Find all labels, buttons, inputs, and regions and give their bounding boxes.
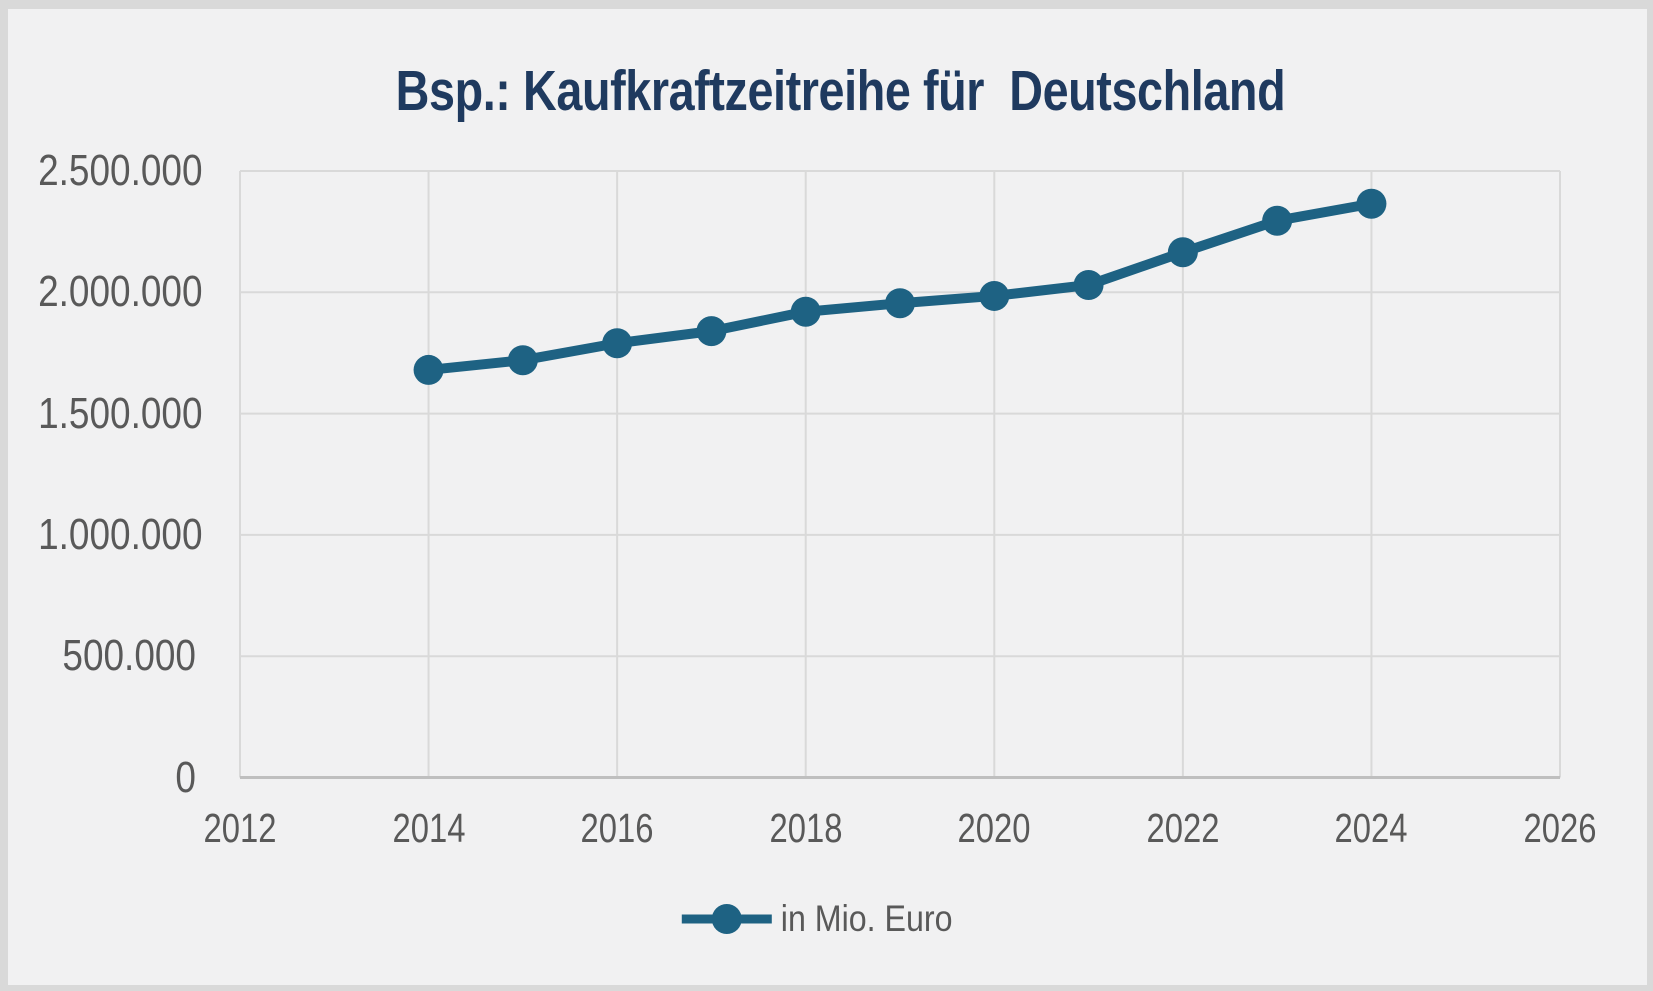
x-axis-tick-label: 2012 [203,805,277,851]
data-point-2016 [602,328,633,359]
x-axis-tick-label: 2014 [392,805,466,851]
data-point-2021 [1073,270,1104,301]
y-axis-tick-label: 2.000.000 [38,267,203,317]
legend-line-marker-icon [681,904,772,934]
y-axis-tick-label: 500.000 [62,631,197,681]
data-point-2015 [507,345,538,376]
series-line [423,198,1377,375]
y-axis-tick-label: 1.500.000 [38,388,203,438]
data-point-2023 [1262,205,1293,236]
data-point-2020 [979,280,1010,311]
chart-title-container: Bsp.: Kaufkraftzeitreihe für Deutschland [8,40,1647,142]
data-point-2024 [1356,188,1387,219]
chart-title: Bsp.: Kaufkraftzeitreihe für Deutschland [396,59,1286,123]
x-axis-tick-label: 2020 [957,805,1031,851]
x-axis-tick-label: 2016 [580,805,654,851]
y-axis-tick-label: 2.500.000 [38,146,203,195]
data-point-2014 [413,354,444,385]
y-axis-tick-label: 1.000.000 [38,509,203,559]
x-axis-tick-label: 2018 [769,805,843,851]
legend: in Mio. Euro [677,898,977,940]
x-axis-tick-label: 2022 [1146,805,1220,851]
chart-area[interactable]: Bsp.: Kaufkraftzeitreihe für Deutschland… [8,9,1647,985]
data-point-2017 [696,316,727,347]
legend-label: in Mio. Euro [780,898,953,939]
data-point-2018 [790,296,821,327]
x-axis-tick-label: 2024 [1334,805,1408,851]
x-axis-tick-label: 2026 [1523,805,1597,851]
data-point-2019 [885,288,915,319]
data-point-2022 [1167,237,1198,268]
y-axis-tick-label: 0 [175,752,196,802]
